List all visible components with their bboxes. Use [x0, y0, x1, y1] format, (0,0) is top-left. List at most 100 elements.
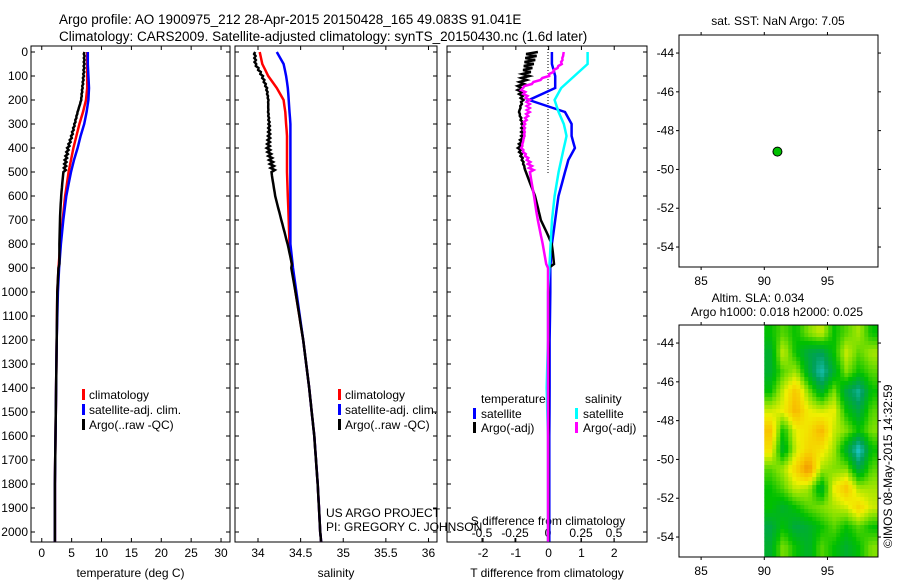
heatmap-cell [812, 345, 817, 350]
heatmap-cell [824, 457, 829, 462]
heatmap-cell [780, 529, 785, 534]
heatmap-cell [784, 457, 789, 462]
heatmap-cell [868, 473, 873, 478]
heatmap-cell [876, 337, 879, 342]
heatmap-cell [784, 413, 789, 418]
heatmap-cell [796, 505, 801, 510]
heatmap-cell [876, 429, 879, 434]
heatmap-cell [772, 481, 777, 486]
heatmap-cell [876, 461, 879, 466]
heatmap-cell [856, 533, 861, 538]
heatmap-cell [824, 361, 829, 366]
heatmap-cell [876, 421, 879, 426]
heatmap-cell [856, 413, 861, 418]
heatmap-cell [828, 545, 833, 550]
heatmap-cell [832, 537, 837, 542]
heatmap-cell [784, 553, 789, 558]
legend-swatch [82, 419, 85, 430]
heatmap-cell [848, 537, 853, 542]
heatmap-cell [860, 385, 865, 390]
heatmap-cell [860, 445, 865, 450]
heatmap-cell [812, 409, 817, 414]
y-tick-label: 500 [8, 165, 28, 179]
heatmap-cell [800, 389, 805, 394]
heatmap-cell [824, 545, 829, 550]
heatmap-cell [852, 373, 857, 378]
heatmap-cell [776, 537, 781, 542]
x2-tick-label: 0.25 [569, 526, 593, 540]
heatmap-cell [768, 497, 773, 502]
heatmap-cell [856, 369, 861, 374]
heatmap-cell [776, 425, 781, 430]
heatmap-cell [820, 385, 825, 390]
heatmap-cell [828, 489, 833, 494]
heatmap-cell [812, 497, 817, 502]
heatmap-cell [828, 541, 833, 546]
heatmap-cell [832, 417, 837, 422]
heatmap-cell [820, 373, 825, 378]
heatmap-cell [852, 553, 857, 558]
heatmap-cell [764, 549, 769, 554]
y-tick-label: 0 [21, 45, 28, 59]
heatmap-cell [808, 345, 813, 350]
heatmap-cell [868, 353, 873, 358]
heatmap-cell [768, 409, 773, 414]
heatmap-cell [828, 529, 833, 534]
heatmap-cell [776, 449, 781, 454]
heatmap-cell [876, 425, 879, 430]
heatmap-cell [792, 405, 797, 410]
heatmap-cell [876, 525, 879, 530]
heatmap-cell [796, 405, 801, 410]
heatmap-cell [804, 377, 809, 382]
legend-swatch [338, 419, 341, 430]
heatmap-cell [860, 377, 865, 382]
heatmap-cell [840, 385, 845, 390]
heatmap-cell [860, 409, 865, 414]
heatmap-cell [860, 369, 865, 374]
heatmap-cell [804, 433, 809, 438]
heatmap-cell [872, 377, 877, 382]
x-tick-label: 30 [214, 546, 228, 560]
heatmap-cell [812, 493, 817, 498]
heatmap-cell [848, 513, 853, 518]
heatmap-cell [768, 361, 773, 366]
heatmap-cell [804, 353, 809, 358]
heatmap-cell [764, 445, 769, 450]
heatmap-cell [852, 413, 857, 418]
heatmap-cell [796, 425, 801, 430]
heatmap-cell [768, 393, 773, 398]
heatmap-cell [840, 401, 845, 406]
heatmap-cell [876, 545, 879, 550]
heatmap-cell [764, 381, 769, 386]
heatmap-cell [796, 537, 801, 542]
heatmap-cell [780, 553, 785, 558]
heatmap-cell [876, 365, 879, 370]
heatmap-cell [788, 373, 793, 378]
heatmap-cell [776, 473, 781, 478]
heatmap-cell [804, 457, 809, 462]
heatmap-cell [820, 425, 825, 430]
heatmap-cell [804, 349, 809, 354]
heatmap-cell [824, 469, 829, 474]
heatmap-cell [864, 337, 869, 342]
heatmap-cell [816, 397, 821, 402]
heatmap-cell [856, 545, 861, 550]
heatmap-cell [852, 493, 857, 498]
heatmap-cell [796, 441, 801, 446]
heatmap-cell [816, 445, 821, 450]
heatmap-cell [840, 553, 845, 558]
heatmap-cell [864, 493, 869, 498]
heatmap-cell [800, 373, 805, 378]
heatmap-cell [788, 405, 793, 410]
heatmap-cell [792, 377, 797, 382]
heatmap-cell [784, 513, 789, 518]
heatmap-cell [868, 417, 873, 422]
heatmap-cell [772, 329, 777, 334]
heatmap-cell [808, 489, 813, 494]
heatmap-cell [800, 377, 805, 382]
heatmap-cell [808, 461, 813, 466]
heatmap-cell [828, 393, 833, 398]
heatmap-cell [824, 465, 829, 470]
heatmap-cell [808, 381, 813, 386]
heatmap-cell [832, 409, 837, 414]
